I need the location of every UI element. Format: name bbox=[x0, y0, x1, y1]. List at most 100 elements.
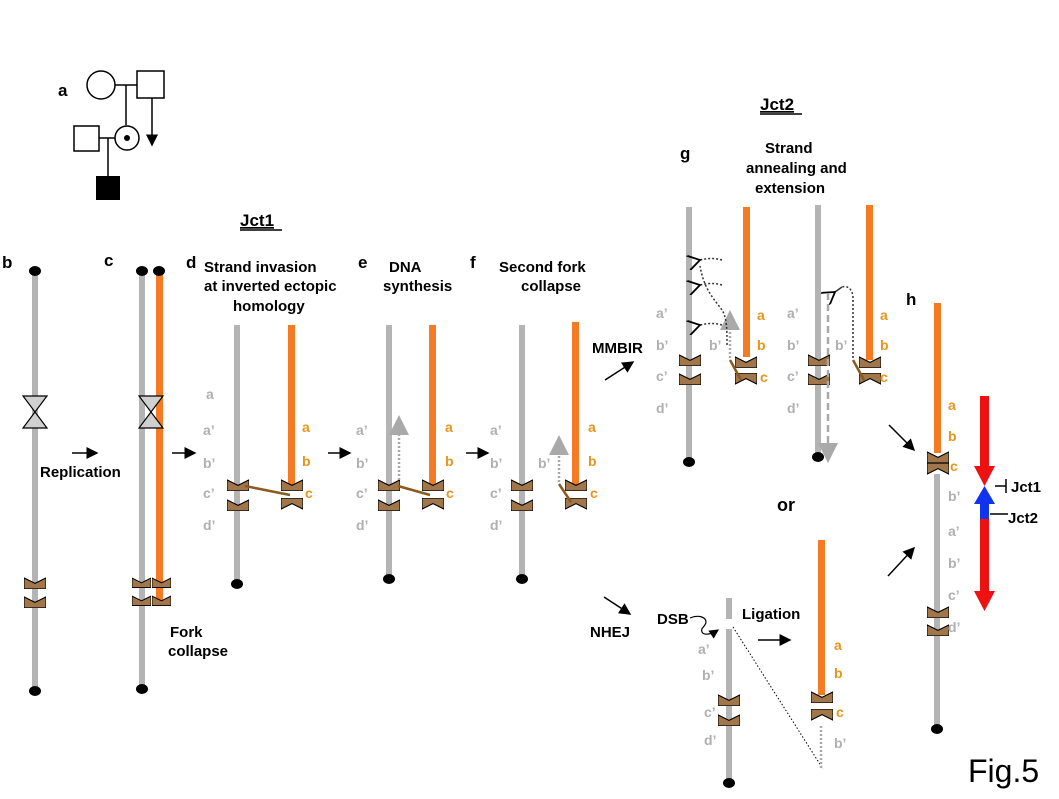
svg-text:b: b bbox=[880, 337, 889, 353]
svg-text:a: a bbox=[948, 397, 956, 413]
panel-letter-d: d bbox=[186, 253, 196, 272]
svg-text:b’: b’ bbox=[948, 555, 960, 571]
panel-letter-g: g bbox=[680, 144, 690, 163]
step-e-title-1: DNA bbox=[389, 259, 422, 276]
red-arrow-lower bbox=[980, 519, 989, 591]
svg-text:a’: a’ bbox=[356, 422, 368, 438]
nhej-branch: DSB a’ b’ c’ d’ Ligation a b c b’ bbox=[657, 540, 846, 788]
panel-letter-e: e bbox=[358, 253, 367, 272]
jct1-label: Jct1 bbox=[1011, 479, 1041, 496]
svg-text:a: a bbox=[880, 307, 888, 323]
panel-h: h a b c b’ a’ b’ c’ d’ Jct1 Jct2 bbox=[906, 290, 1041, 734]
svg-text:b’: b’ bbox=[709, 337, 721, 353]
svg-text:b: b bbox=[588, 453, 597, 469]
svg-text:d’: d’ bbox=[490, 517, 502, 533]
pedigree-male-grandparent bbox=[136, 70, 165, 99]
step-e-title-2: synthesis bbox=[383, 278, 452, 295]
svg-text:b: b bbox=[834, 665, 843, 681]
svg-text:d’: d’ bbox=[356, 517, 368, 533]
step-d-title-1: Strand invasion bbox=[204, 259, 317, 276]
step-d-title-3: homology bbox=[233, 298, 305, 315]
svg-text:c’: c’ bbox=[704, 704, 716, 720]
panel-b: b bbox=[2, 253, 49, 696]
pedigree-father bbox=[73, 125, 100, 152]
svg-text:b’: b’ bbox=[787, 337, 799, 353]
svg-text:b’: b’ bbox=[203, 455, 215, 471]
panel-letter-f: f bbox=[470, 253, 476, 272]
svg-text:c: c bbox=[760, 369, 768, 385]
svg-text:b’: b’ bbox=[834, 735, 846, 751]
step-d-title-2: at inverted ectopic bbox=[204, 278, 337, 295]
svg-text:a’: a’ bbox=[698, 641, 710, 657]
svg-text:d’: d’ bbox=[656, 400, 668, 416]
svg-text:a: a bbox=[588, 419, 596, 435]
panel-letter-h: h bbox=[906, 290, 916, 309]
svg-text:d’: d’ bbox=[203, 517, 215, 533]
svg-text:c’: c’ bbox=[203, 485, 215, 501]
svg-text:c: c bbox=[880, 369, 888, 385]
panel-f: f Second fork collapse a’ b’ b’ c’ d’ a … bbox=[470, 253, 598, 584]
svg-text:a’: a’ bbox=[656, 305, 668, 321]
svg-text:c’: c’ bbox=[490, 485, 502, 501]
jct1-heading: Jct1 bbox=[240, 211, 274, 230]
panel-letter-a: a bbox=[58, 81, 68, 100]
svg-text:b’: b’ bbox=[490, 455, 502, 471]
figure-label: Fig.5 bbox=[968, 753, 1039, 789]
svg-text:c: c bbox=[590, 485, 598, 501]
centromere bbox=[21, 395, 49, 429]
svg-text:a’: a’ bbox=[490, 422, 502, 438]
svg-text:b: b bbox=[445, 453, 454, 469]
svg-text:a’: a’ bbox=[203, 422, 215, 438]
svg-text:c: c bbox=[305, 485, 313, 501]
svg-text:d’: d’ bbox=[948, 619, 960, 635]
pedigree: a bbox=[58, 70, 165, 200]
svg-text:b’: b’ bbox=[356, 455, 368, 471]
svg-text:b’: b’ bbox=[538, 455, 550, 471]
svg-text:c’: c’ bbox=[656, 368, 668, 384]
svg-text:b: b bbox=[757, 337, 766, 353]
svg-text:c’: c’ bbox=[787, 368, 799, 384]
panel-letter-b: b bbox=[2, 253, 12, 272]
svg-text:b’: b’ bbox=[656, 337, 668, 353]
step-g-title-2: annealing and bbox=[746, 160, 847, 177]
nhej-label: NHEJ bbox=[590, 624, 630, 641]
panel-e: e DNA synthesis a’ b’ c’ d’ a b c bbox=[356, 253, 454, 584]
svg-text:b: b bbox=[302, 453, 311, 469]
svg-text:a: a bbox=[757, 307, 765, 323]
svg-text:b: b bbox=[948, 428, 957, 444]
svg-text:b’: b’ bbox=[702, 667, 714, 683]
blue-arrow bbox=[974, 486, 995, 504]
svg-text:a: a bbox=[445, 419, 453, 435]
panel-g: g Strand annealing and extension a’ b’ b… bbox=[656, 140, 889, 467]
dsb-label: DSB bbox=[657, 611, 689, 628]
svg-text:d’: d’ bbox=[787, 400, 799, 416]
panel-letter-c: c bbox=[104, 251, 113, 270]
pedigree-female-grandparent bbox=[86, 70, 116, 100]
red-arrow-upper bbox=[980, 396, 989, 466]
or-label: or bbox=[777, 495, 795, 515]
svg-text:a: a bbox=[206, 386, 214, 402]
step-g-title-1: Strand bbox=[765, 140, 813, 157]
pedigree-affected-son bbox=[96, 176, 120, 200]
step-f-title-2: collapse bbox=[521, 278, 581, 295]
fork-collapse-label-2: collapse bbox=[168, 643, 228, 660]
step-f-title-1: Second fork bbox=[499, 259, 586, 276]
svg-text:a: a bbox=[302, 419, 310, 435]
svg-text:c’: c’ bbox=[948, 587, 960, 603]
ligation-label: Ligation bbox=[742, 606, 800, 623]
replication-label: Replication bbox=[40, 464, 121, 481]
jct2-label: Jct2 bbox=[1008, 510, 1038, 527]
jct2-heading: Jct2 bbox=[760, 95, 794, 114]
svg-text:a’: a’ bbox=[787, 305, 799, 321]
svg-text:a: a bbox=[834, 637, 842, 653]
svg-text:b’: b’ bbox=[948, 488, 960, 504]
svg-text:a’: a’ bbox=[948, 523, 960, 539]
svg-text:c: c bbox=[836, 704, 844, 720]
mmbir-label: MMBIR bbox=[592, 340, 643, 357]
svg-text:c’: c’ bbox=[356, 485, 368, 501]
svg-text:c: c bbox=[950, 458, 958, 474]
step-g-title-3: extension bbox=[755, 180, 825, 197]
svg-text:c: c bbox=[446, 485, 454, 501]
panel-c: c Fork collapse bbox=[104, 251, 228, 694]
